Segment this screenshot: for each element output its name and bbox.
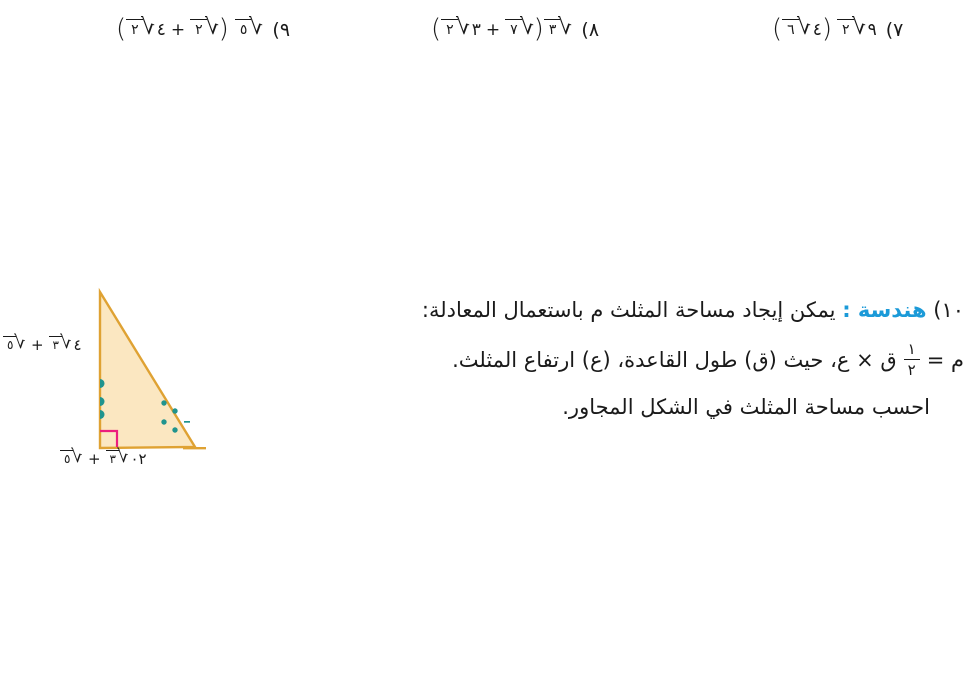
radicand: ٧ [505, 19, 522, 38]
plus-operator: + [87, 450, 101, 468]
radical-sign-icon: √ [519, 15, 534, 40]
fraction-numerator: ١ [907, 340, 916, 359]
radical-term: ٣ √ [105, 446, 129, 468]
plus-operator: + [170, 20, 186, 40]
edge-tick-icon [100, 397, 105, 406]
hypotenuse-dot-icon [161, 400, 167, 406]
radical-term: ٧ √ [505, 15, 534, 41]
radicand: ٢ [837, 19, 854, 38]
problem-intro-line: ١٠) هندسة : يمكن إيجاد مساحة المثلث م با… [354, 294, 964, 327]
teal-tick-marks [100, 379, 190, 433]
radical-sign-icon: √ [558, 15, 573, 40]
radical-term: ٥ √ [60, 446, 83, 468]
hypotenuse-dash-icon [184, 421, 190, 423]
radicand: ٢ [441, 19, 458, 38]
hypotenuse-dot-icon [161, 419, 167, 425]
problem-closing-line: احسب مساحة المثلث في الشكل المجاور. [562, 395, 930, 419]
right-angle-marker [100, 429, 119, 447]
close-paren: ) [533, 14, 544, 44]
coefficient: ٣ [471, 20, 481, 40]
topic-label: هندسة : [842, 298, 927, 322]
triangle-height-label: ٥ √ + ٣ √ ٤ [3, 332, 82, 354]
radical-sign-icon: √ [71, 446, 83, 467]
coefficient: ٩ [867, 20, 877, 40]
question-number: (٨ [581, 19, 600, 41]
radical-sign-icon: √ [851, 15, 866, 40]
radicand: ٢ [190, 19, 207, 38]
radical-term: ٢ √ [441, 15, 470, 41]
edge-tick-icon [100, 379, 105, 388]
radicand: ٥ [60, 450, 74, 466]
plus-operator: + [30, 336, 44, 354]
radical-term: ٦ √ [782, 15, 811, 41]
radicand: ٥ [3, 336, 17, 352]
triangle-base-label: ٥ √ + ٣ √ ٠٢ [60, 446, 147, 468]
radicand: ٣ [105, 450, 119, 466]
equation-line: م = ١ ٢ ق × ع، حيث (ق) طول القاعدة، (ع) … [354, 336, 964, 384]
coefficient: ٤ [73, 336, 82, 354]
radical-sign-icon: √ [796, 15, 811, 40]
close-paren: ) [821, 14, 833, 44]
radical-term: ٣ √ [543, 15, 573, 41]
radical-sign-icon: √ [59, 332, 72, 353]
radical-sign-icon: √ [140, 15, 155, 40]
coefficient: ٤ [156, 20, 166, 40]
question-number: (٩ [272, 19, 291, 41]
problem-number: ١٠) [933, 298, 964, 322]
plus-operator: + [485, 20, 501, 40]
radicand: ٣ [543, 19, 561, 38]
exercise-9-expression: ( ٢ √ ٤ + ٢ √ ) ٥ √ (٩ [116, 14, 291, 44]
hypotenuse-dot-icon [172, 408, 178, 414]
edge-tick-icon [100, 410, 105, 419]
coefficient: ٤ [812, 20, 822, 40]
open-paren: ( [116, 14, 127, 44]
radicand: ٢ [126, 19, 143, 38]
one-half-fraction: ١ ٢ [903, 340, 920, 380]
triangle-shape [98, 287, 198, 450]
exercise-8-expression: ( ٢ √ ٣ + ٧ √ ) ٣ √ (٨ [431, 14, 600, 44]
triangle-drawing [98, 287, 206, 450]
equation-suffix: ق × ع، حيث (ق) طول القاعدة، (ع) ارتفاع ا… [452, 347, 897, 372]
problem-intro-text: يمكن إيجاد مساحة المثلث م باستعمال المعا… [421, 298, 836, 322]
radicand: ٣ [48, 336, 62, 352]
question-number: (٧ [885, 19, 904, 41]
exercise-7-expression: ( ٦ √ ٤ ) ٢ √ ٩ (٧ [772, 14, 904, 44]
equation-prefix: م = [926, 347, 964, 372]
triangle-figure: ٥ √ + ٣ √ ٤ ٥ √ + ٣ √ ٠٢ [0, 280, 235, 495]
open-paren: ( [772, 14, 783, 44]
radical-sign-icon: √ [455, 15, 470, 40]
hypotenuse-dot-icon [172, 427, 178, 433]
radical-term: ٥ √ [3, 332, 26, 354]
radicand: ٥ [234, 19, 252, 38]
radical-term: ٢ √ [190, 15, 219, 41]
radical-term: ٥ √ [234, 15, 264, 41]
radicand: ٦ [782, 19, 799, 38]
radical-sign-icon: √ [204, 15, 219, 40]
radical-term: ٢ √ [837, 15, 866, 41]
coefficient: ٠٢ [130, 450, 147, 468]
fraction-denominator: ٢ [903, 359, 920, 380]
radical-sign-icon: √ [116, 446, 129, 467]
problem-10-block: ١٠) هندسة : يمكن إيجاد مساحة المثلث م با… [354, 294, 964, 424]
radical-sign-icon: √ [14, 332, 26, 353]
radical-term: ٣ √ [48, 332, 72, 354]
radical-sign-icon: √ [249, 15, 264, 40]
radical-term: ٢ √ [126, 15, 155, 41]
open-paren: ( [431, 14, 442, 44]
close-paren: ) [218, 14, 229, 44]
